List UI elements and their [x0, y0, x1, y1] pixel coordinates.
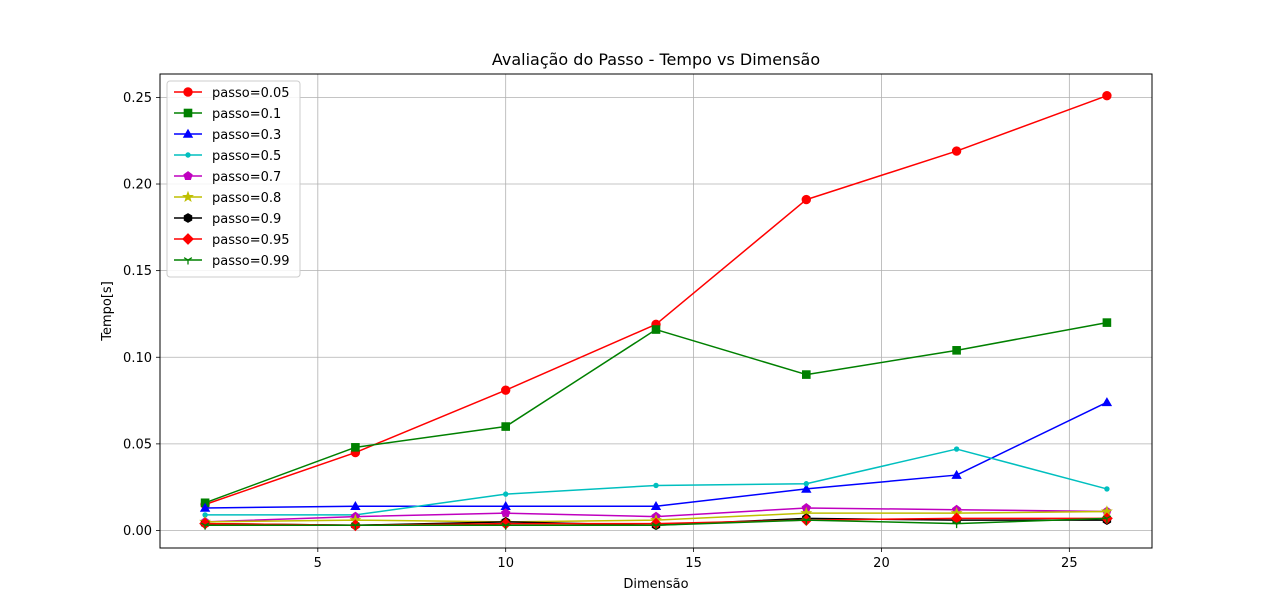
- data-point: [351, 443, 360, 452]
- data-point: [952, 346, 961, 355]
- data-point: [801, 194, 812, 205]
- data-point: [351, 522, 360, 530]
- data-point: [651, 522, 661, 530]
- data-point: [350, 501, 361, 511]
- data-point: [803, 481, 810, 487]
- plot-frame: [159, 73, 1153, 549]
- grid-lines: [160, 74, 1152, 548]
- data-point: [801, 483, 812, 493]
- legend-item: passo=0.5: [174, 149, 281, 164]
- data-point: [653, 482, 659, 489]
- y-axis-label: Tempo[s]: [100, 281, 115, 342]
- legend-marker: [183, 171, 193, 180]
- legend-item: passo=0.9: [174, 212, 281, 227]
- axis-ticks: 5 10 15 20 25 0.00 0.05 0.10 0.15 0.20 0.25: [123, 91, 1078, 571]
- y-tick-label: 0.10: [123, 351, 152, 366]
- legend-label: passo=0.7: [212, 170, 281, 185]
- data-point: [200, 522, 210, 530]
- legend-label: passo=0.3: [212, 128, 281, 143]
- legend-label: passo=0.5: [212, 149, 281, 164]
- y-tick-label: 0.00: [123, 524, 152, 539]
- legend-marker: [183, 108, 193, 118]
- data-point: [1102, 90, 1112, 101]
- data-point: [199, 502, 211, 512]
- legend-marker: [183, 257, 193, 265]
- legend: passo=0.05 passo=0.1 passo=0.3 passo=0.5 pas…: [166, 80, 301, 278]
- legend-label: passo=0.95: [212, 233, 290, 248]
- x-tick-label: 10: [497, 556, 514, 571]
- data-point: [952, 520, 961, 529]
- data-point: [802, 517, 811, 525]
- legend-marker: [182, 233, 194, 245]
- legend-marker: [183, 87, 193, 97]
- data-point: [501, 522, 510, 530]
- data-point: [501, 422, 510, 431]
- data-point: [502, 491, 509, 497]
- legend-box: [166, 80, 301, 278]
- legend-marker: [185, 152, 191, 158]
- data-point: [951, 146, 962, 156]
- series-passo=0.3: [199, 397, 1113, 512]
- legend-item: passo=0.05: [174, 86, 290, 101]
- legend-label: passo=0.99: [212, 254, 290, 269]
- y-tick-label: 0.20: [123, 178, 152, 193]
- chart-title: Avaliação do Passo - Tempo vs Dimensão: [492, 50, 820, 69]
- legend-item: passo=0.1: [174, 107, 281, 122]
- legend-item: passo=0.8: [174, 190, 281, 206]
- legend-marker: [183, 213, 193, 223]
- x-tick-label: 15: [685, 556, 702, 571]
- legend-item: passo=0.99: [174, 254, 290, 269]
- legend-item: passo=0.3: [174, 128, 281, 143]
- legend-label: passo=0.9: [212, 212, 281, 227]
- data-point: [650, 501, 662, 511]
- data-point: [953, 446, 960, 452]
- data-point: [500, 385, 511, 395]
- y-tick-label: 0.15: [123, 264, 152, 279]
- legend-marker: [182, 190, 194, 203]
- series-layer: [199, 90, 1113, 532]
- data-point: [651, 325, 661, 334]
- legend-item: passo=0.7: [174, 170, 281, 185]
- legend-label: passo=0.1: [212, 107, 281, 122]
- x-tick-label: 20: [873, 556, 890, 571]
- legend-item: passo=0.95: [174, 233, 290, 248]
- data-point: [1102, 318, 1112, 327]
- data-point: [1104, 486, 1110, 492]
- data-point: [1101, 397, 1113, 407]
- legend-label: passo=0.05: [212, 86, 290, 101]
- x-tick-label: 5: [314, 556, 322, 571]
- legend-marker: [182, 128, 194, 138]
- series-passo=0.99: [200, 515, 1112, 530]
- legend-label: passo=0.8: [212, 191, 281, 206]
- data-point: [1102, 515, 1112, 523]
- data-point: [802, 370, 811, 379]
- y-tick-label: 0.05: [123, 437, 152, 452]
- data-point: [951, 469, 962, 479]
- x-tick-label: 25: [1061, 556, 1078, 571]
- y-tick-label: 0.25: [123, 91, 152, 106]
- x-axis-label: Dimensão: [623, 577, 688, 592]
